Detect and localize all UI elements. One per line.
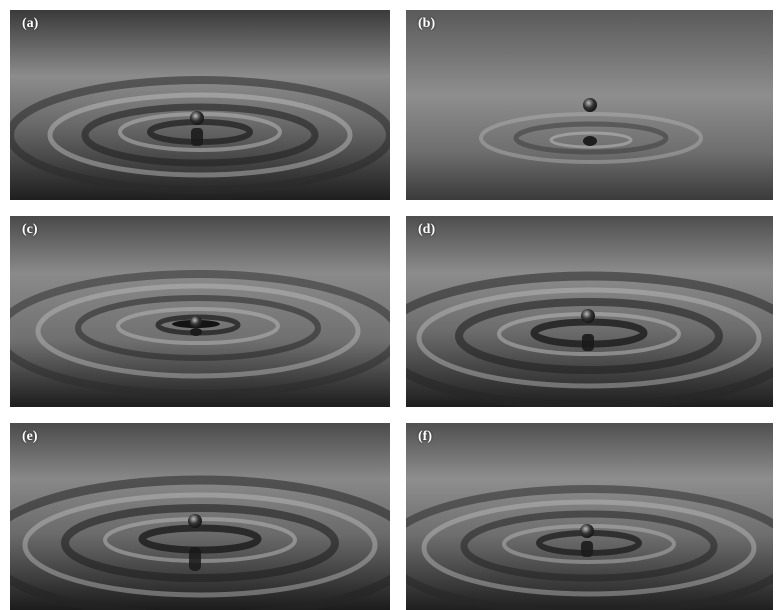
water-surface-image-a — [10, 10, 390, 200]
photo-panel-c: (c) — [10, 216, 390, 407]
water-surface-image-e — [10, 423, 390, 610]
photo-panel-b: (b) — [406, 10, 773, 200]
water-surface-image-c — [10, 216, 390, 407]
photo-panel-d: (d) — [406, 216, 773, 407]
panel-label-b: (b) — [418, 16, 436, 31]
panel-label-c: (c) — [22, 222, 38, 237]
water-surface-image-d — [406, 216, 773, 407]
water-surface-image-b — [406, 10, 773, 200]
water-surface-image-f — [406, 423, 773, 610]
photo-panel-e: (e) — [10, 423, 390, 610]
photo-panel-a: (a) — [10, 10, 390, 200]
panel-label-a: (a) — [22, 16, 39, 31]
panel-label-f: (f) — [418, 429, 432, 444]
photo-panel-f: (f) — [406, 423, 773, 610]
panel-label-d: (d) — [418, 222, 436, 237]
panel-label-e: (e) — [22, 429, 38, 444]
